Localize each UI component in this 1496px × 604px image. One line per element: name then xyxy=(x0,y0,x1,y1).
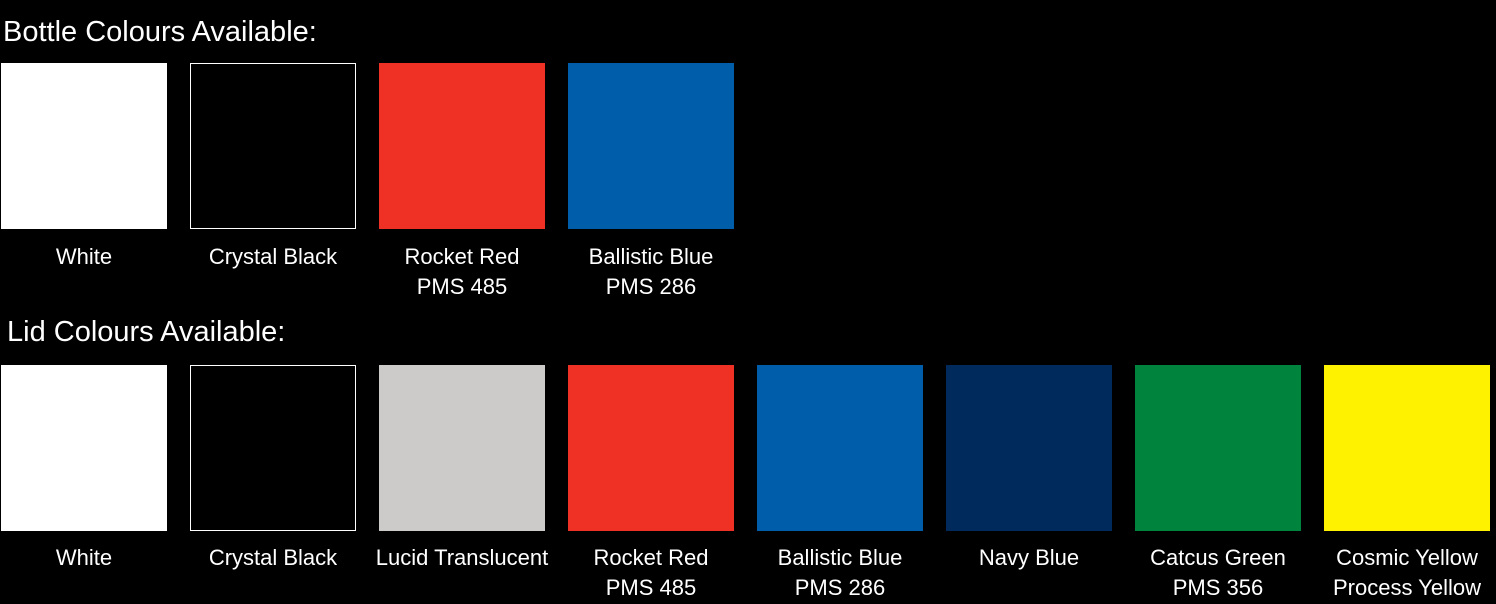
lid-swatch-crystal-black xyxy=(190,365,356,531)
lid-swatch-label: Crystal Black xyxy=(178,543,368,573)
swatch-name: White xyxy=(55,545,113,570)
lid-swatch-label: Lucid Translucent xyxy=(367,543,557,573)
swatch-code: PMS 485 xyxy=(416,274,508,299)
lid-swatch-label: Ballistic Blue PMS 286 xyxy=(745,543,935,603)
swatch-code: Process Yellow xyxy=(1333,575,1481,600)
lid-swatch-label: Cosmic Yellow Process Yellow xyxy=(1312,543,1496,603)
bottle-swatch-white xyxy=(1,63,167,229)
bottle-swatch-label: Ballistic Blue PMS 286 xyxy=(556,242,746,302)
swatch-name: Rocket Red xyxy=(593,545,709,570)
lid-swatch-label: Catcus Green PMS 356 xyxy=(1123,543,1313,603)
swatch-name: Crystal Black xyxy=(208,545,338,570)
bottle-swatch-label: White xyxy=(0,242,179,272)
swatch-name: Ballistic Blue xyxy=(777,545,903,570)
lid-swatch-rocket-red xyxy=(568,365,734,531)
lid-swatch-white xyxy=(1,365,167,531)
bottle-swatch-label: Crystal Black xyxy=(178,242,368,272)
swatch-name: White xyxy=(55,244,113,269)
swatch-name: Catcus Green xyxy=(1150,545,1286,570)
lid-colours-heading: Lid Colours Available: xyxy=(7,316,286,348)
swatch-code: PMS 286 xyxy=(605,274,697,299)
swatch-code: PMS 356 xyxy=(1172,575,1264,600)
lid-swatch-label: White xyxy=(0,543,179,573)
swatch-name: Crystal Black xyxy=(208,244,338,269)
lid-swatch-ballistic-blue xyxy=(757,365,923,531)
swatch-code: PMS 485 xyxy=(605,575,697,600)
bottle-swatch-label: Rocket Red PMS 485 xyxy=(367,242,557,302)
lid-swatch-label: Navy Blue xyxy=(934,543,1124,573)
bottle-swatch-ballistic-blue xyxy=(568,63,734,229)
lid-swatch-cosmic-yellow xyxy=(1324,365,1490,531)
bottle-swatch-rocket-red xyxy=(379,63,545,229)
lid-swatch-label: Rocket Red PMS 485 xyxy=(556,543,746,603)
swatch-code: PMS 286 xyxy=(794,575,886,600)
lid-swatch-navy-blue xyxy=(946,365,1112,531)
lid-swatch-catcus-green xyxy=(1135,365,1301,531)
swatch-name: Lucid Translucent xyxy=(375,545,549,570)
swatch-name: Rocket Red xyxy=(404,244,520,269)
bottle-swatch-crystal-black xyxy=(190,63,356,229)
lid-swatch-lucid-translucent xyxy=(379,365,545,531)
bottle-colours-heading: Bottle Colours Available: xyxy=(3,16,317,48)
swatch-name: Navy Blue xyxy=(978,545,1080,570)
swatch-name: Cosmic Yellow xyxy=(1336,545,1478,570)
swatch-name: Ballistic Blue xyxy=(588,244,714,269)
